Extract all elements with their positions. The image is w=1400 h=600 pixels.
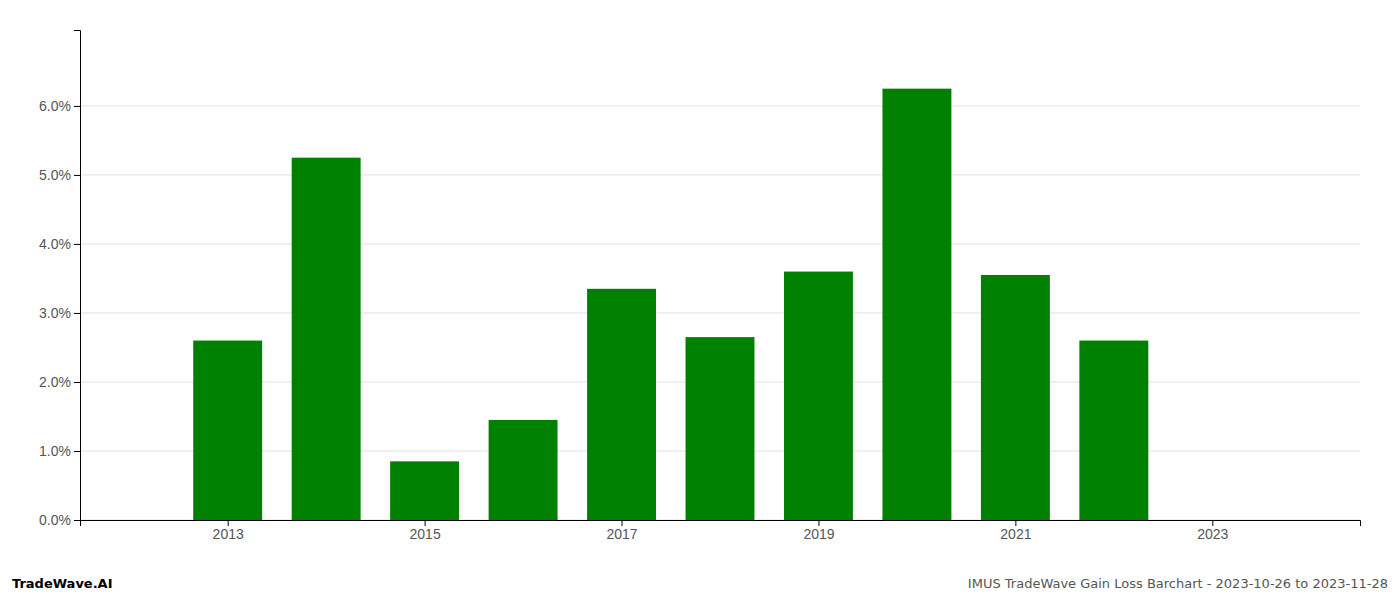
y-tick-mark — [74, 451, 80, 452]
bar — [587, 289, 656, 520]
y-tick-label: 0.0% — [39, 512, 71, 528]
footer-right: IMUS TradeWave Gain Loss Barchart - 2023… — [968, 576, 1388, 591]
y-tick-mark — [74, 244, 80, 245]
x-tick-label: 2019 — [803, 526, 834, 542]
y-tick-mark — [74, 175, 80, 176]
y-tick: 0.0% — [39, 512, 80, 528]
y-tick-mark — [74, 382, 80, 383]
x-tick-label: 2023 — [1197, 526, 1228, 542]
x-tick: 2021 — [1000, 520, 1031, 542]
y-tick-label: 5.0% — [39, 167, 71, 183]
x-tick: 2019 — [803, 520, 834, 542]
y-tick: 6.0% — [39, 98, 80, 114]
y-tick: 2.0% — [39, 374, 80, 390]
footer-left: TradeWave.AI — [12, 576, 113, 591]
y-tick: 1.0% — [39, 443, 80, 459]
x-tick: 2017 — [606, 520, 637, 542]
y-tick: 4.0% — [39, 236, 80, 252]
bar — [1079, 341, 1148, 520]
y-tick: 3.0% — [39, 305, 80, 321]
bar — [784, 272, 853, 520]
grid-line — [80, 174, 1360, 175]
grid-line — [80, 312, 1360, 313]
y-tick-label: 6.0% — [39, 98, 71, 114]
x-tick-label: 2021 — [1000, 526, 1031, 542]
x-tick-label: 2017 — [606, 526, 637, 542]
y-axis-line — [74, 31, 81, 521]
x-axis-line — [81, 521, 1361, 527]
bar — [981, 275, 1050, 520]
x-tick: 2015 — [410, 520, 441, 542]
chart: 2013 2015 2017 2019 2021 2023 0.0% 1.0% 2.0% 3.0%… — [0, 0, 1400, 600]
bars — [193, 89, 1148, 520]
x-tick-label: 2013 — [213, 526, 244, 542]
bar — [489, 420, 558, 520]
plot: 2013 2015 2017 2019 2021 2023 0.0% 1.0% 2.0% 3.0%… — [39, 31, 1360, 542]
grid — [80, 106, 1360, 520]
grid-line — [80, 105, 1360, 106]
bar — [686, 337, 755, 520]
y-tick-label: 1.0% — [39, 443, 71, 459]
y-tick-label: 4.0% — [39, 236, 71, 252]
x-tick: 2023 — [1197, 520, 1228, 542]
y-tick-mark — [74, 106, 80, 107]
y-tick-label: 3.0% — [39, 305, 71, 321]
y-tick-label: 2.0% — [39, 374, 71, 390]
y-axis: 0.0% 1.0% 2.0% 3.0% 4.0% 5.0% 6.0% — [39, 31, 80, 528]
bar — [193, 341, 262, 520]
x-axis: 2013 2015 2017 2019 2021 2023 — [81, 520, 1361, 542]
bar — [390, 461, 459, 520]
grid-line — [80, 243, 1360, 244]
x-tick-label: 2015 — [410, 526, 441, 542]
bar — [882, 89, 951, 520]
bar — [292, 158, 361, 520]
y-tick: 5.0% — [39, 167, 80, 183]
y-tick-mark — [74, 520, 80, 521]
y-tick-mark — [74, 313, 80, 314]
x-tick: 2013 — [213, 520, 244, 542]
